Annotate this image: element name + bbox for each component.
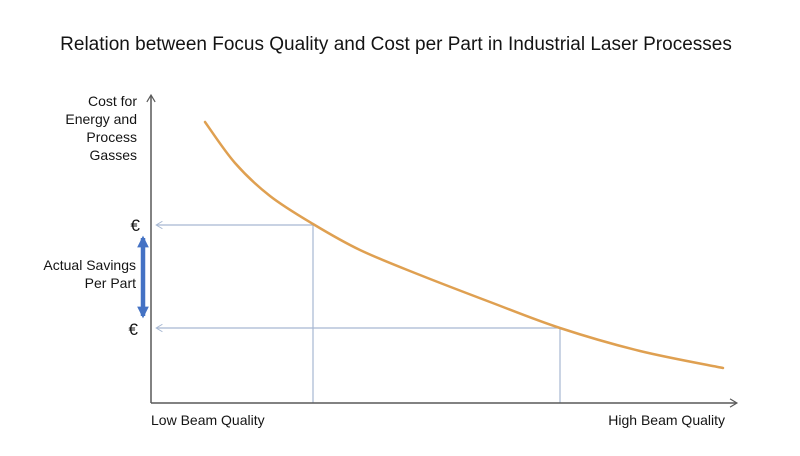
y-axis-label-line: Energy and [65,111,137,127]
low-cost-value: € [128,320,138,339]
y-axis-label-line: Gasses [89,147,137,163]
savings-label: Actual Savings Per Part [0,256,136,292]
savings-label-line: Actual Savings [43,257,136,273]
y-axis-label: Cost for Energy and Process Gasses [0,92,137,164]
y-axis-label-line: Cost for [87,93,137,109]
reference-line-low-quality-cost [155,220,314,403]
chart-title: Relation between Focus Quality and Cost … [60,34,732,55]
reference-line-high-quality-cost [155,323,561,403]
y-axis-label-line: Process [86,129,137,145]
x-axis-label-low: Low Beam Quality [151,412,265,428]
cost-curve [203,120,725,370]
x-axis-label-high: High Beam Quality [608,412,725,428]
high-cost-value: € [130,216,140,235]
savings-label-line: Per Part [84,275,136,291]
